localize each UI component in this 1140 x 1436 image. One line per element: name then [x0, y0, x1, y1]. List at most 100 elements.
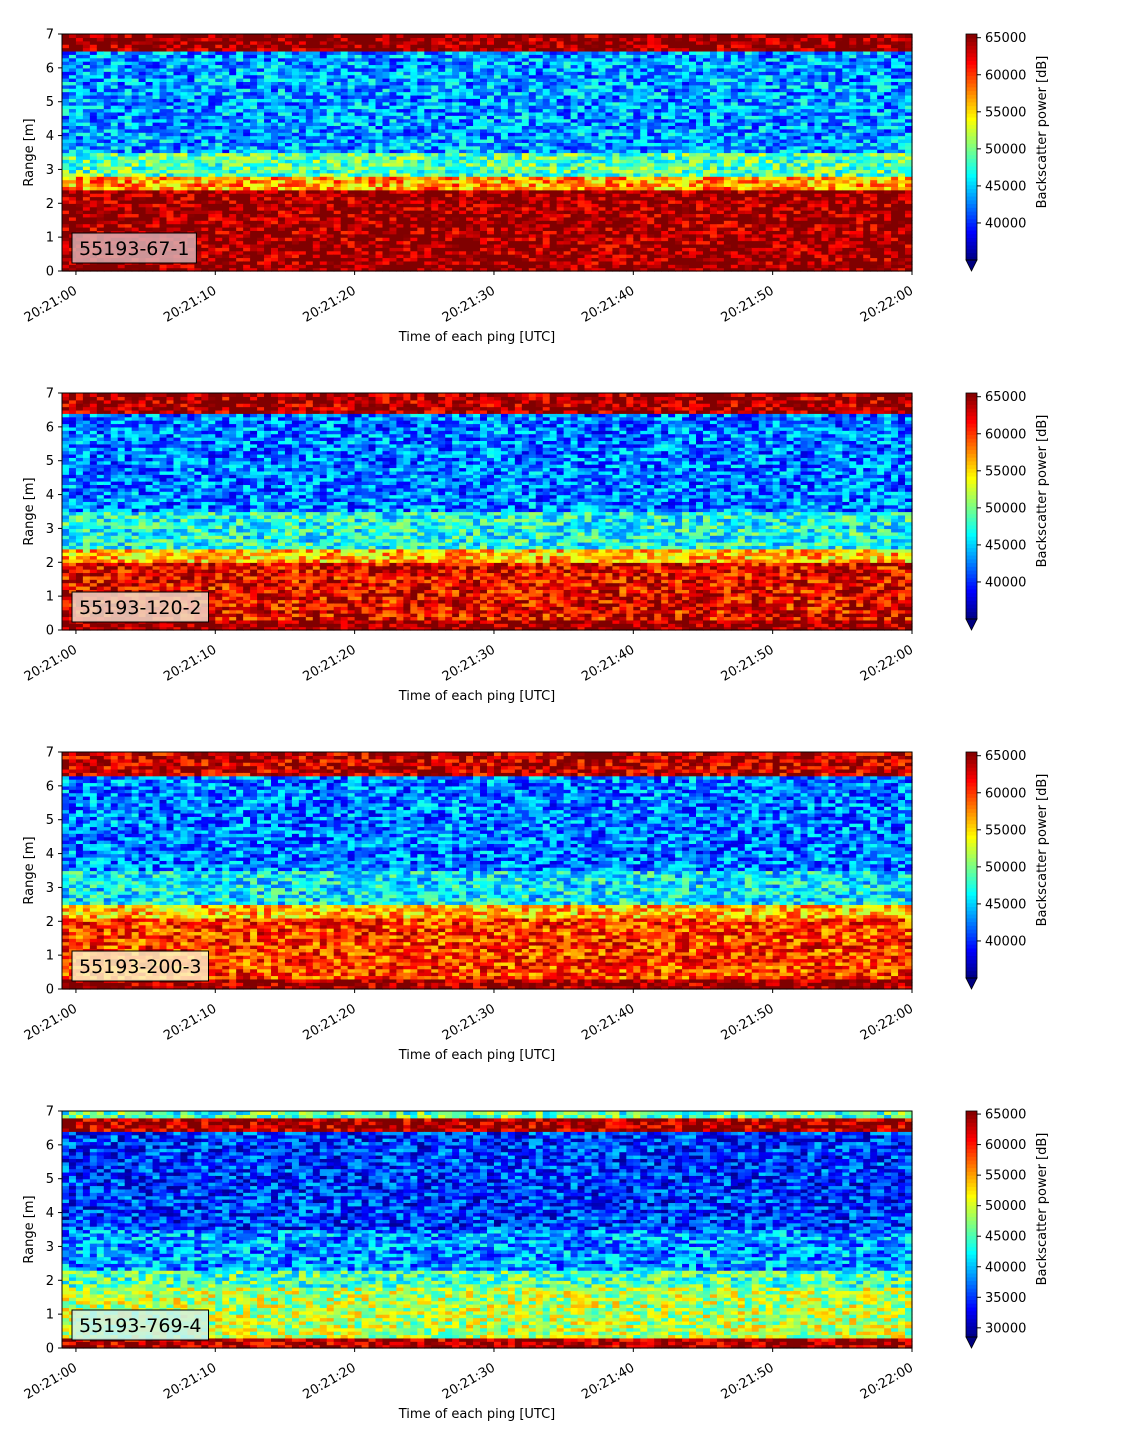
heatmap-cell	[215, 159, 223, 164]
heatmap-cell	[201, 176, 209, 181]
heatmap-cell	[208, 240, 216, 245]
heatmap-cell	[75, 105, 84, 110]
heatmap-cell	[103, 189, 112, 194]
heatmap-cell	[96, 101, 105, 106]
heatmap-cell	[194, 199, 202, 204]
heatmap-cell	[62, 91, 70, 96]
heatmap-cell	[229, 149, 237, 154]
heatmap-cell	[208, 223, 216, 228]
heatmap-cell	[82, 216, 91, 221]
heatmap-cell	[124, 118, 133, 123]
heatmap-cell	[208, 206, 216, 211]
heatmap-cell	[201, 182, 209, 187]
heatmap-cell	[82, 172, 91, 177]
heatmap-cell	[68, 135, 77, 140]
heatmap-cell	[62, 196, 70, 201]
heatmap-cell	[180, 128, 189, 133]
heatmap-cell	[229, 179, 237, 184]
heatmap-cell	[89, 223, 98, 228]
heatmap-cell	[194, 243, 202, 248]
heatmap-cell	[159, 111, 168, 116]
heatmap-cell	[138, 44, 147, 49]
heatmap-cell	[194, 44, 202, 49]
heatmap-cell	[138, 196, 147, 201]
heatmap-cell	[124, 64, 133, 69]
heatmap-cell	[229, 162, 237, 167]
heatmap-cell	[62, 135, 70, 140]
heatmap-cell	[173, 142, 182, 147]
heatmap-cell	[138, 179, 147, 184]
heatmap-cell	[159, 61, 168, 66]
heatmap-cell	[159, 196, 168, 201]
heatmap-cell	[194, 182, 202, 187]
heatmap-cell	[180, 111, 189, 116]
heatmap-cell	[124, 223, 133, 228]
heatmap-cell	[110, 44, 119, 49]
heatmap-cell	[222, 203, 230, 208]
heatmap-cell	[194, 267, 202, 272]
heatmap-cell	[201, 57, 209, 62]
heatmap-cell	[187, 111, 195, 116]
heatmap-cell	[110, 47, 119, 52]
heatmap-cell	[215, 193, 223, 198]
heatmap-cell	[208, 243, 216, 248]
heatmap-cell	[117, 61, 126, 66]
heatmap-cell	[215, 169, 223, 174]
heatmap-cell	[417, 34, 425, 38]
heatmap-cell	[117, 172, 126, 177]
heatmap-cell	[110, 145, 119, 150]
heatmap-cell	[96, 142, 105, 147]
heatmap-cell	[194, 122, 202, 127]
heatmap-cell	[103, 105, 112, 110]
heatmap-cell	[215, 122, 223, 127]
heatmap-cell	[89, 210, 98, 215]
heatmap-cell	[124, 125, 133, 130]
heatmap-cell	[215, 78, 223, 82]
heatmap-cell	[110, 162, 119, 167]
heatmap-cell	[208, 101, 216, 106]
heatmap-cell	[89, 125, 98, 130]
heatmap-cell	[124, 54, 133, 59]
heatmap-cell	[152, 61, 161, 66]
heatmap-cell	[110, 138, 119, 143]
heatmap-cell	[229, 220, 237, 225]
heatmap-cell	[229, 155, 237, 160]
heatmap-cell	[68, 213, 77, 218]
heatmap-cell	[131, 179, 140, 184]
heatmap-cell	[124, 84, 133, 89]
heatmap-cell	[187, 267, 195, 272]
heatmap-cell	[201, 247, 209, 252]
heatmap-cell	[222, 47, 230, 52]
heatmap-cell	[159, 179, 168, 184]
heatmap-cell	[173, 108, 182, 113]
heatmap-cell	[222, 260, 230, 265]
heatmap-cell	[138, 152, 147, 157]
heatmap-cell	[124, 210, 133, 215]
heatmap-cell	[117, 230, 126, 235]
heatmap-cell	[208, 88, 216, 93]
heatmap-cell	[229, 37, 237, 42]
heatmap-cell	[68, 203, 77, 208]
heatmap-cell	[75, 84, 84, 89]
heatmap-cell	[159, 94, 168, 99]
heatmap-cell	[201, 115, 209, 120]
heatmap-cell	[131, 152, 140, 157]
heatmap-cell	[173, 50, 182, 55]
heatmap-cell	[110, 166, 119, 171]
heatmap-cell	[117, 81, 126, 86]
heatmap-cell	[229, 67, 237, 72]
heatmap-cell	[145, 47, 154, 52]
heatmap-cell	[159, 169, 168, 174]
heatmap-cell	[201, 108, 209, 113]
heatmap-cell	[62, 149, 70, 154]
heatmap-cell	[166, 64, 175, 69]
heatmap-cell	[68, 159, 77, 164]
heatmap-cell	[68, 128, 77, 133]
heatmap-cell	[145, 108, 154, 113]
heatmap-cell	[145, 125, 154, 130]
heatmap-cell	[89, 264, 98, 269]
heatmap-cell	[201, 122, 209, 127]
heatmap-cell	[145, 101, 154, 106]
heatmap-cell	[236, 206, 244, 211]
heatmap-cell	[82, 54, 91, 59]
